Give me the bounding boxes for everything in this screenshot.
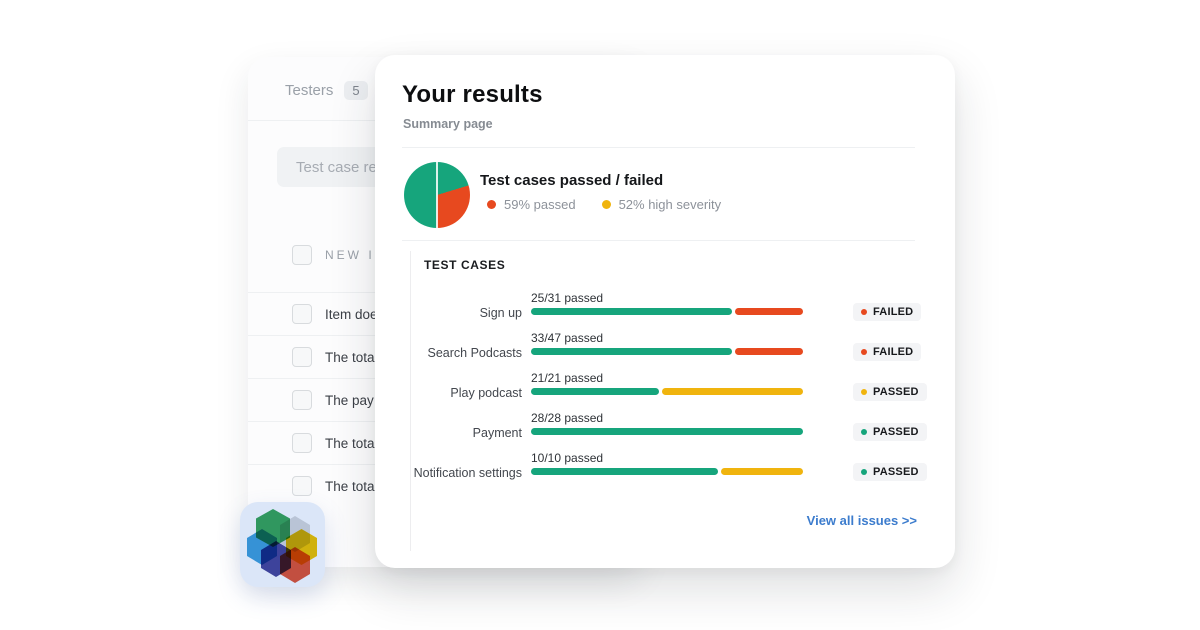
test-case-label: Sign up (479, 306, 522, 320)
status-dot-icon (861, 389, 867, 395)
status-dot-icon (861, 469, 867, 475)
status-badge: FAILED (853, 343, 922, 361)
divider (402, 240, 915, 241)
status-text: FAILED (873, 306, 914, 318)
test-cases-section-title: TEST CASES (424, 258, 506, 272)
bar-segment (531, 348, 733, 355)
view-all-issues-link[interactable]: View all issues >> (806, 513, 917, 528)
input-text: Test case re (296, 158, 377, 176)
testers-count-badge: 5 (344, 81, 368, 100)
passed-count-label: 21/21 passed (531, 371, 604, 385)
page-title: Your results (402, 81, 543, 108)
test-case-rows: Sign up 25/31 passed FAILED Search Podca… (375, 291, 955, 491)
status-badge: PASSED (853, 463, 927, 481)
passed-count-label: 10/10 passed (531, 451, 604, 465)
checkbox[interactable] (292, 304, 312, 324)
checkbox[interactable] (292, 347, 312, 367)
test-case-label: Payment (472, 426, 522, 440)
test-case-row: Search Podcasts 33/47 passed FAILED (375, 331, 955, 363)
test-case-row: Play podcast 21/21 passed PASSED (375, 371, 955, 403)
results-card: Your results Summary page Test cases pas… (375, 55, 955, 568)
legend-label: 59% passed (504, 197, 576, 212)
test-case-label: Play podcast (450, 386, 522, 400)
result-bar (531, 348, 803, 355)
status-text: PASSED (873, 386, 919, 398)
logo-hexagon-red-icon (280, 547, 310, 583)
list-item-label: Item doe (325, 306, 378, 322)
bar-segment (735, 348, 803, 355)
passed-count-label: 25/31 passed (531, 291, 604, 305)
test-case-label: Notification settings (413, 466, 522, 480)
passed-count-label: 28/28 passed (531, 411, 604, 425)
list-item-label: The tota (325, 349, 375, 365)
bar-segment (721, 468, 803, 475)
page-subtitle: Summary page (403, 117, 493, 131)
list-item-label: The tota (325, 478, 375, 494)
checkbox[interactable] (292, 433, 312, 453)
status-badge: FAILED (853, 303, 922, 321)
chart-heading: Test cases passed / failed (480, 172, 664, 189)
section-header-label: NEW I (325, 248, 375, 262)
legend-label: 52% high severity (618, 197, 722, 212)
legend-item-passed: 59% passed (487, 197, 576, 212)
checkbox[interactable] (292, 476, 312, 496)
hexagon-cluster-logo (240, 502, 325, 587)
chart-legend: 59% passed 52% high severity (487, 197, 721, 212)
legend-dot-yellow-icon (601, 200, 611, 209)
result-bar (531, 308, 803, 315)
status-dot-icon (861, 429, 867, 435)
divider (402, 147, 915, 148)
legend-item-severity: 52% high severity (601, 197, 722, 212)
list-item-label: The pay (325, 392, 374, 408)
testers-label: Testers (285, 82, 334, 99)
test-case-row: Sign up 25/31 passed FAILED (375, 291, 955, 323)
status-dot-icon (861, 349, 867, 355)
checkbox[interactable] (292, 390, 312, 410)
status-dot-icon (861, 309, 867, 315)
bar-segment (531, 428, 803, 435)
result-bar (531, 388, 803, 395)
status-badge: PASSED (853, 423, 927, 441)
result-bar (531, 428, 803, 435)
status-text: PASSED (873, 426, 919, 438)
new-issue-header-row[interactable]: NEW I (292, 245, 375, 265)
status-badge: PASSED (853, 383, 927, 401)
bar-segment (531, 388, 659, 395)
result-bar (531, 468, 803, 475)
test-case-row: Payment 28/28 passed PASSED (375, 411, 955, 443)
status-text: PASSED (873, 466, 919, 478)
bar-segment (661, 388, 803, 395)
test-case-row: Notification settings 10/10 passed PASSE… (375, 451, 955, 483)
legend-dot-red-icon (487, 200, 496, 209)
bar-segment (531, 308, 733, 315)
test-case-label: Search Podcasts (427, 346, 523, 360)
status-text: FAILED (873, 346, 914, 358)
testers-tab[interactable]: Testers 5 (285, 81, 368, 100)
passed-count-label: 33/47 passed (531, 331, 604, 345)
checkbox[interactable] (292, 245, 312, 265)
bar-segment (735, 308, 803, 315)
bar-segment (531, 468, 719, 475)
list-item-label: The tota (325, 435, 375, 451)
pie-chart (404, 162, 470, 228)
section-left-rule (410, 251, 411, 551)
